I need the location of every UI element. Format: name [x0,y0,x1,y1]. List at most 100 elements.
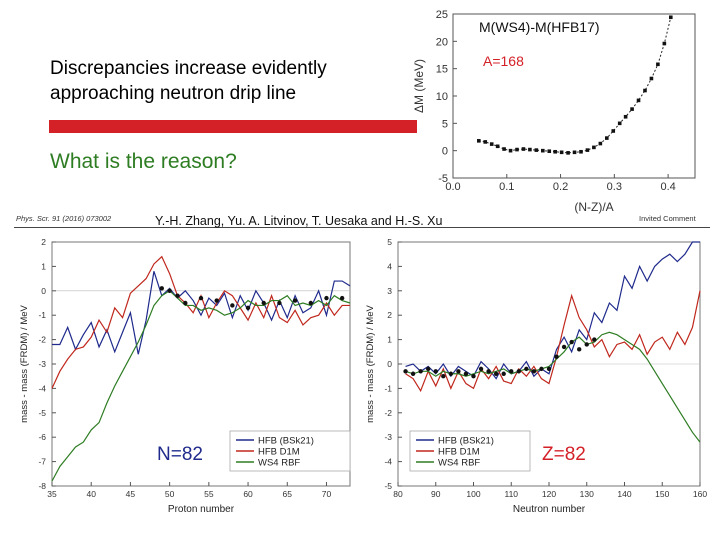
experiment-point [198,295,204,301]
y-tick-label: 1 [387,335,392,345]
experiment-point [577,347,582,352]
experiment-point [403,369,408,374]
experiment-point [418,369,423,374]
paper-tag: Invited Comment [639,214,696,223]
y-tick-label: -5 [38,408,46,418]
experiment-point [308,300,313,306]
experiment-point [501,371,506,376]
chart-title: M(WS4)-M(HFB17) [479,19,600,35]
data-point [553,149,557,154]
series-line-ws4-rbf [405,331,701,443]
y-tick-label: 3 [387,286,392,296]
x-tick-label: 40 [86,489,96,499]
y-tick-label: -2 [384,408,392,418]
series-line-ws4-rbf [51,290,351,482]
experiment-point [245,305,251,311]
y-tick-label: -5 [438,173,448,185]
x-axis-label: Neutron number [513,504,586,515]
data-point [656,62,660,67]
plot-frame [51,241,351,487]
experiment-point [410,371,416,376]
y-axis-label: mass - mass (FRDM) / MeV [365,304,376,422]
experiment-point [509,369,514,374]
y-tick-label: -2 [38,335,46,345]
experiment-point [292,298,298,303]
data-point [649,76,654,81]
experiment-point [433,369,438,374]
y-tick-label: 0 [387,359,392,369]
data-point [572,150,577,155]
x-tick-label: 140 [617,489,631,499]
data-point [521,147,526,151]
data-point [662,41,667,46]
data-point [636,98,641,103]
x-axis-label: Proton number [168,504,235,515]
legend-box [409,430,531,472]
experiment-point [569,339,574,345]
data-point [630,107,634,111]
x-tick-label: 45 [126,489,136,499]
y-tick-label: 1 [41,261,46,271]
y-tick-label: -3 [38,359,46,369]
x-tick-label: 50 [165,489,175,499]
data-point [559,150,564,155]
x-tick-label: 130 [580,489,594,499]
y-tick-label: -5 [384,481,392,491]
experiment-point [463,371,469,376]
paper-reference: Phys. Scr. 91 (2016) 073002 [16,214,112,223]
experiment-point [167,288,172,293]
x-tick-label: 120 [542,489,556,499]
y-tick-label: 4 [387,261,392,271]
experiment-point [448,371,454,376]
x-tick-label: 0.1 [499,181,514,193]
experiment-point [584,342,589,347]
data-point [611,129,616,133]
legend-label: WS4 RBF [438,458,480,469]
y-tick-label: 2 [387,310,392,320]
y-tick-label: -8 [38,481,46,491]
experiment-point [441,374,446,379]
experiment-point [339,295,345,301]
data-point [515,147,519,152]
experiment-point [592,337,597,342]
series-line-hfb-d1m [51,255,350,389]
data-line [478,17,672,154]
experiment-point [516,369,521,374]
x-tick-label: 80 [393,489,403,499]
x-tick-label: 0.3 [607,181,622,193]
experiment-point [524,366,529,372]
y-tick-label: -3 [384,432,392,442]
experiment-point [324,295,329,301]
experiment-point [561,344,567,350]
legend-label: WS4 RBF [258,458,300,469]
experiment-point [175,293,180,298]
y-axis-label: mass - mass (FRDM) / MeV [19,304,30,422]
x-tick-label: 70 [322,489,332,499]
question-text: What is the reason? [50,150,237,173]
x-tick-label: 0.2 [553,181,568,193]
y-tick-label: 10 [436,91,448,103]
y-tick-label: -4 [38,383,46,393]
data-point [623,114,628,119]
experiment-point [493,371,499,376]
y-tick-label: 25 [436,9,448,21]
y-tick-label: -1 [38,310,46,320]
x-tick-label: 150 [655,489,669,499]
annotation-label: A=168 [483,53,524,69]
data-point [528,147,532,152]
y-tick-label: 0 [442,146,448,158]
experiment-point [486,369,491,374]
data-point [566,151,570,155]
plot-frame [452,13,696,179]
data-point [477,139,481,143]
y-tick-label: 20 [436,36,448,48]
data-point [643,88,647,93]
legend-label: HFB D1M [438,447,480,458]
data-point [534,148,539,152]
x-tick-label: 55 [204,489,214,499]
legend-label: HFB D1M [258,447,300,458]
y-tick-label: -7 [38,457,46,467]
experiment-point [456,369,461,374]
plot-frame [397,241,701,487]
x-tick-label: 110 [504,489,518,499]
